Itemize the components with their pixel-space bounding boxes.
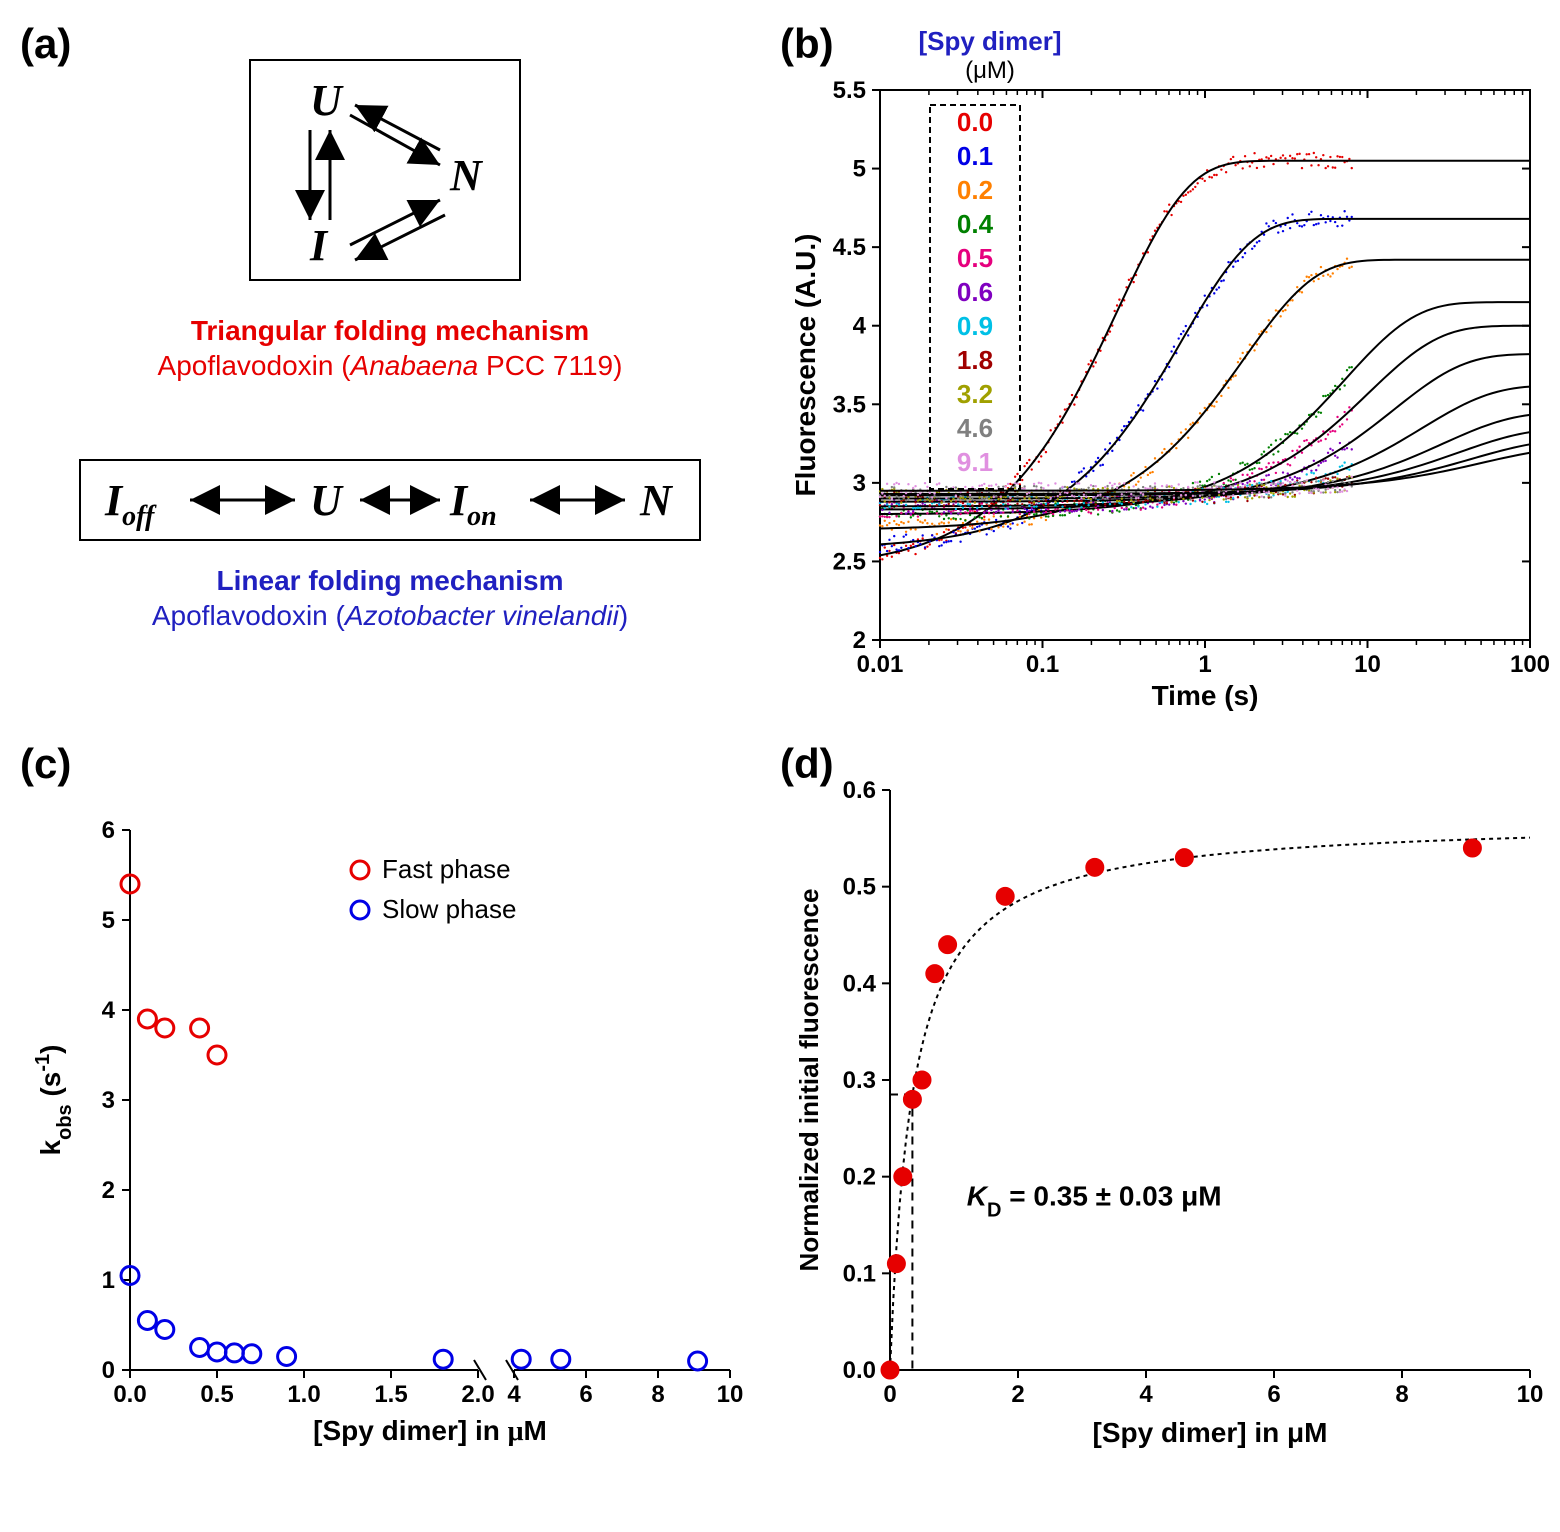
svg-text:Normalized initial fluorescenc: Normalized initial fluorescence xyxy=(794,889,824,1272)
svg-text:2: 2 xyxy=(1011,1381,1024,1408)
svg-text:0.5: 0.5 xyxy=(200,1381,233,1408)
svg-text:5: 5 xyxy=(102,907,115,934)
node-N: N xyxy=(449,151,484,200)
svg-text:0.4: 0.4 xyxy=(957,209,994,239)
panel-d-svg: 0.0 0.1 0.2 0.3 0.4 0.5 0.6 0 2 4 6 8 10 [Spy dimer] … xyxy=(780,740,1560,1460)
svg-text:3: 3 xyxy=(102,1087,115,1114)
svg-text:Ioff: Ioff xyxy=(104,476,157,532)
svg-text:0.2: 0.2 xyxy=(843,1164,876,1191)
svg-text:0.6: 0.6 xyxy=(957,277,993,307)
svg-text:10: 10 xyxy=(717,1381,744,1408)
svg-text:0.0: 0.0 xyxy=(843,1357,876,1384)
svg-text:Fast phase: Fast phase xyxy=(382,854,511,884)
node-I: I xyxy=(309,221,329,270)
panel-a-svg: U N I Triangular folding mechanism Apofl… xyxy=(20,20,760,720)
svg-text:4: 4 xyxy=(853,313,867,340)
panel-label-c: (c) xyxy=(20,740,71,788)
svg-text:(μM): (μM) xyxy=(965,57,1015,84)
svg-text:6: 6 xyxy=(1267,1381,1280,1408)
panel-a: (a) U N I Triangular folding xyxy=(20,20,760,720)
panel-b-svg: 2 2.5 3 3.5 4 4.5 5 5.5 0.01 0.1 1 10 100 Time (s) Flu… xyxy=(780,20,1560,720)
svg-text:N: N xyxy=(639,476,674,525)
svg-text:0.0: 0.0 xyxy=(957,107,993,137)
linear-sub: Apoflavodoxin (Azotobacter vinelandii) xyxy=(152,600,628,631)
triangular-sub: Apoflavodoxin (Anabaena PCC 7119) xyxy=(158,350,623,381)
svg-text:1: 1 xyxy=(102,1267,115,1294)
svg-text:8: 8 xyxy=(651,1381,664,1408)
svg-text:5: 5 xyxy=(853,156,866,183)
svg-text:0.9: 0.9 xyxy=(957,311,993,341)
svg-text:0.0: 0.0 xyxy=(113,1381,146,1408)
svg-text:3.5: 3.5 xyxy=(833,391,866,418)
svg-text:0.1: 0.1 xyxy=(1026,651,1059,678)
svg-text:[Spy dimer]: [Spy dimer] xyxy=(918,26,1061,56)
svg-text:100: 100 xyxy=(1510,651,1550,678)
svg-text:2: 2 xyxy=(102,1177,115,1204)
svg-text:4.6: 4.6 xyxy=(957,413,993,443)
svg-text:0.2: 0.2 xyxy=(957,175,993,205)
panel-label-b: (b) xyxy=(780,20,834,68)
svg-text:0.4: 0.4 xyxy=(843,970,877,997)
svg-text:1: 1 xyxy=(1198,651,1211,678)
svg-text:1.5: 1.5 xyxy=(374,1381,407,1408)
svg-text:9.1: 9.1 xyxy=(957,447,993,477)
svg-text:0.6: 0.6 xyxy=(843,777,876,804)
svg-text:Ion: Ion xyxy=(449,476,497,532)
svg-text:0.1: 0.1 xyxy=(843,1260,876,1287)
linear-title: Linear folding mechanism xyxy=(217,565,564,596)
svg-text:[Spy dimer] in μM: [Spy dimer] in μM xyxy=(1093,1417,1328,1448)
svg-text:1.8: 1.8 xyxy=(957,345,993,375)
svg-text:Time (s): Time (s) xyxy=(1152,680,1259,711)
panel-label-d: (d) xyxy=(780,740,834,788)
svg-text:4: 4 xyxy=(507,1381,521,1408)
svg-text:3: 3 xyxy=(853,470,866,497)
panel-d: (d) 0.0 0.1 0.2 0.3 0.4 0.5 0.6 0 2 4 6 8 10 [Spy dim… xyxy=(780,740,1560,1460)
svg-text:[Spy dimer] in μM: [Spy dimer] in μM xyxy=(313,1415,547,1447)
svg-text:6: 6 xyxy=(102,817,115,844)
svg-text:8: 8 xyxy=(1395,1381,1408,1408)
svg-text:0.01: 0.01 xyxy=(857,651,904,678)
svg-text:4: 4 xyxy=(1139,1381,1153,1408)
svg-text:4.5: 4.5 xyxy=(833,234,866,261)
svg-text:10: 10 xyxy=(1517,1381,1544,1408)
svg-text:10: 10 xyxy=(1354,651,1381,678)
svg-text:U: U xyxy=(310,476,344,525)
svg-text:Slow phase: Slow phase xyxy=(382,894,516,924)
svg-text:2: 2 xyxy=(853,627,866,654)
svg-text:0: 0 xyxy=(102,1357,115,1384)
svg-text:Fluorescence (A.U.): Fluorescence (A.U.) xyxy=(790,234,821,497)
triangular-title: Triangular folding mechanism xyxy=(191,315,589,346)
svg-text:KD = 0.35 ± 0.03 μM: KD = 0.35 ± 0.03 μM xyxy=(967,1181,1222,1222)
svg-text:6: 6 xyxy=(579,1381,592,1408)
svg-text:0.1: 0.1 xyxy=(957,141,993,171)
svg-text:2.0: 2.0 xyxy=(461,1381,494,1408)
panel-label-a: (a) xyxy=(20,20,71,68)
svg-text:kobs (s-1): kobs (s-1) xyxy=(32,1045,76,1156)
svg-text:0: 0 xyxy=(883,1381,896,1408)
panel-c-svg: 0 1 2 3 4 5 6 0.0 0.5 1.0 1.5 2.0 4 6 8 10 [Spy dimer] i… xyxy=(20,740,760,1460)
panel-b: (b) 2 2.5 3 3.5 4 4.5 5 5.5 0.01 0.1 1 10 100 Time (s… xyxy=(780,20,1560,720)
svg-text:0.3: 0.3 xyxy=(843,1067,876,1094)
svg-text:0.5: 0.5 xyxy=(843,874,876,901)
svg-text:4: 4 xyxy=(102,997,116,1024)
node-U: U xyxy=(310,76,344,125)
svg-text:0.5: 0.5 xyxy=(957,243,993,273)
panel-c: (c) 0 1 2 3 4 5 6 0.0 0.5 1.0 1.5 2.0 4 6 8 10 [Spy dime… xyxy=(20,740,760,1460)
svg-text:5.5: 5.5 xyxy=(833,77,866,104)
svg-text:1.0: 1.0 xyxy=(287,1381,320,1408)
svg-text:3.2: 3.2 xyxy=(957,379,993,409)
svg-text:2.5: 2.5 xyxy=(833,548,866,575)
